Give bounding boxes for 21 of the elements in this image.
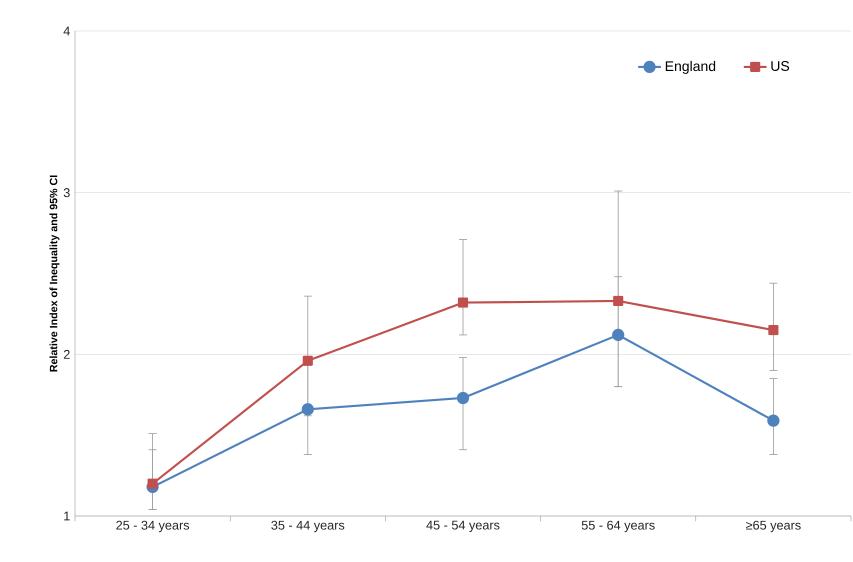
point <box>613 296 624 306</box>
x-tick-label: ≥65 years <box>746 520 801 532</box>
y-tick-label: 3 <box>64 188 70 198</box>
x-tick-label: 25 - 34 years <box>116 520 190 532</box>
x-tick-label: 45 - 54 years <box>426 520 500 532</box>
y-tick-label: 1 <box>64 512 70 520</box>
y-tick-label: 4 <box>64 26 70 36</box>
point <box>612 328 624 342</box>
point <box>302 403 314 416</box>
point <box>456 392 470 404</box>
legend-label: England <box>666 60 716 74</box>
point <box>767 414 780 427</box>
point <box>148 478 158 489</box>
y-tick-label: 2 <box>64 350 70 359</box>
x-tick-label: 35 - 44 years <box>271 520 344 532</box>
point <box>768 325 778 336</box>
point <box>458 298 468 308</box>
legend-label: US <box>771 61 790 71</box>
x-tick-label: 55 - 64 years <box>582 520 655 532</box>
point <box>302 356 313 366</box>
y-axis-title: Relative Index of Inequality and 95% CI <box>49 176 60 372</box>
